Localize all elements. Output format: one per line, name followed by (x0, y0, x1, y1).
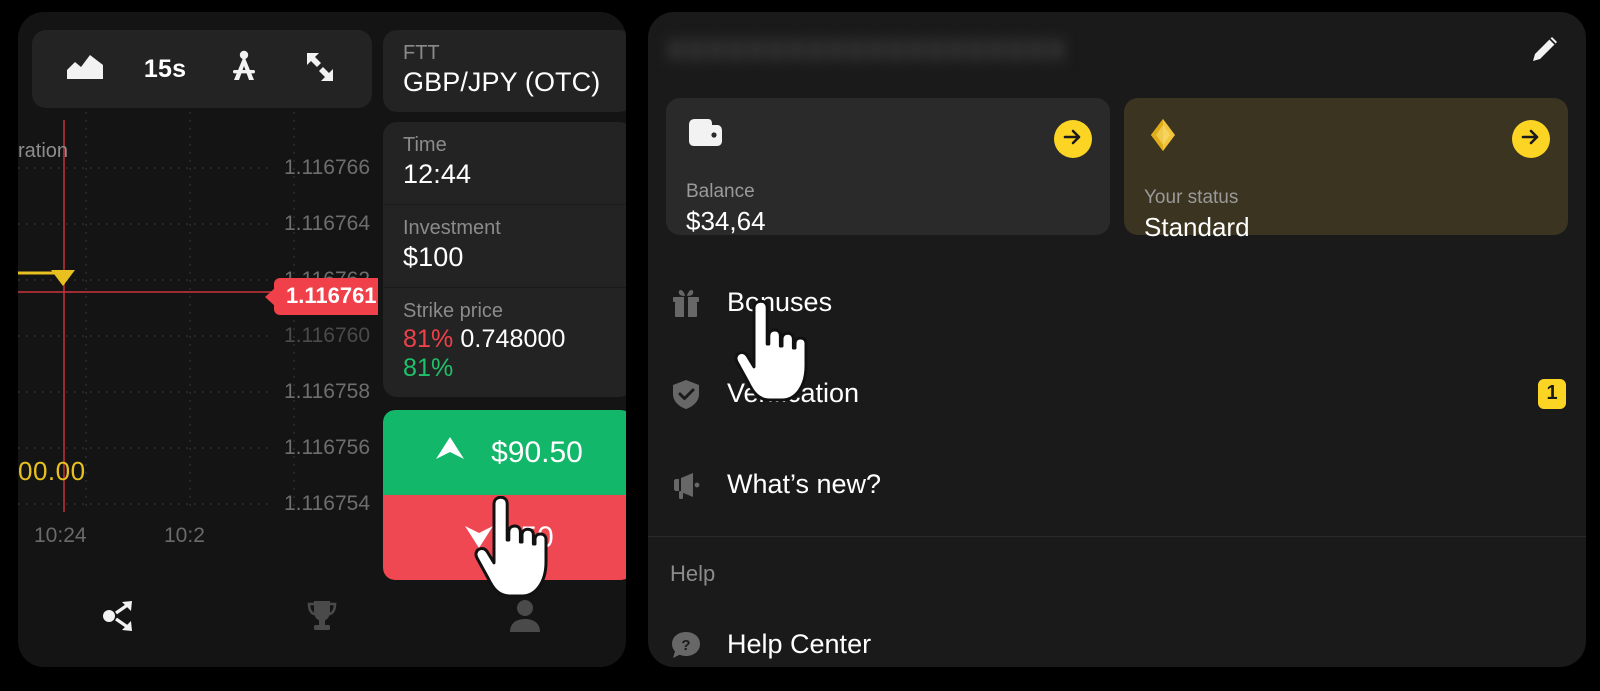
pencil-icon (1528, 34, 1560, 71)
status-card-arrow-button[interactable] (1512, 120, 1550, 158)
arrow-up-icon (433, 433, 467, 472)
position-amount-label: 00.00 (18, 456, 86, 486)
strike-price-key: Strike price (403, 300, 504, 322)
person-icon (504, 595, 546, 642)
question-bubble-icon: ? (670, 629, 712, 661)
menu-item-help-center[interactable]: ? Help Center (648, 599, 1586, 667)
chart-toolbar: 15s (32, 30, 372, 108)
share-nodes-icon (98, 595, 140, 642)
y-axis-tick: 1.116766 (283, 156, 370, 179)
menu-item-bonuses[interactable]: Bonuses (648, 257, 1586, 348)
verification-badge: 1 (1538, 378, 1566, 409)
trophy-icon (301, 595, 343, 642)
edit-profile-button[interactable] (1524, 32, 1564, 72)
help-section-title: Help (670, 561, 716, 586)
summary-cards: Balance $34,64 (648, 98, 1586, 242)
sell-down-amount: 50 (520, 520, 554, 554)
trading-panel: 15s (18, 12, 626, 667)
y-axis-tick: 1.116758 (283, 380, 370, 403)
bottom-navigation (18, 583, 626, 653)
profile-nav-button[interactable] (423, 595, 626, 642)
buy-up-amount: $90.50 (491, 435, 583, 469)
time-key: Time (403, 134, 447, 156)
balance-value: $34,64 (686, 206, 766, 236)
drawing-tools-button[interactable] (226, 49, 262, 90)
tournaments-nav-button[interactable] (221, 595, 424, 642)
status-value: Standard (1144, 212, 1250, 242)
profile-menu-list: Bonuses Verification 1 (648, 257, 1586, 667)
menu-item-whats-new[interactable]: What’s new? (648, 439, 1586, 530)
x-axis-tick: 10:2 (164, 524, 205, 547)
shield-check-icon (670, 378, 712, 410)
trade-details-card: Time 12:44 Investment $100 Strike price … (383, 122, 626, 397)
balance-label: Balance (686, 181, 755, 202)
status-label: Your status (1144, 187, 1239, 208)
arrow-down-icon (462, 518, 496, 557)
strike-price-row[interactable]: Strike price 81% 0.748000 81% (383, 288, 626, 397)
menu-label-whats-new: What’s new? (727, 469, 882, 499)
chart-type-button[interactable] (66, 53, 104, 86)
profile-menu-panel: XXXXXXXXXXXXXXXXXXXX (648, 12, 1586, 667)
asset-card[interactable]: FTT GBP/JPY (OTC) (383, 30, 626, 112)
investment-key: Investment (403, 217, 501, 239)
y-axis-tick: 1.116756 (283, 436, 370, 459)
current-price-pill: 1.116761 (274, 278, 378, 315)
expand-arrows-icon (302, 49, 338, 90)
trade-info-column: FTT GBP/JPY (OTC) Time 12:44 Investment … (383, 30, 626, 397)
trade-nav-button[interactable] (18, 595, 221, 642)
area-chart-icon (66, 53, 104, 86)
investment-value: $100 (403, 242, 464, 272)
status-card[interactable]: Your status Standard (1124, 98, 1568, 242)
balance-card-arrow-button[interactable] (1054, 120, 1092, 158)
menu-label-help-center: Help Center (727, 629, 872, 659)
buy-up-button[interactable]: $90.50 (383, 410, 626, 495)
y-axis-tick-hidden: 1.116760 (283, 324, 370, 347)
arrow-right-circle-icon (1519, 125, 1543, 154)
menu-divider (648, 536, 1586, 537)
strike-pct-left: 81% (403, 325, 454, 353)
x-axis-tick: 10:24 (34, 524, 87, 547)
gift-icon (670, 287, 712, 319)
username-label: XXXXXXXXXXXXXXXXXXXX (666, 34, 1067, 67)
profile-header: XXXXXXXXXXXXXXXXXXXX (648, 12, 1586, 90)
chart-grid (18, 112, 378, 512)
asset-row[interactable]: FTT GBP/JPY (OTC) (383, 30, 626, 112)
expiration-label: ration (18, 140, 69, 162)
menu-item-verification[interactable]: Verification 1 (648, 348, 1586, 439)
strike-price-number: 0.748000 (460, 325, 566, 353)
wallet-icon (686, 119, 724, 152)
diamond-icon (1144, 119, 1182, 158)
investment-row[interactable]: Investment $100 (383, 205, 626, 288)
time-row[interactable]: Time 12:44 (383, 122, 626, 205)
price-chart[interactable]: ration 1.116766 1.116764 1.116762 1.1167… (18, 112, 378, 592)
fullscreen-button[interactable] (302, 49, 338, 90)
compass-icon (226, 49, 262, 90)
megaphone-icon (670, 469, 712, 501)
strike-price-value: 81% 0.748000 81% (403, 325, 613, 383)
sell-down-button[interactable]: 50 (383, 495, 626, 580)
menu-label-bonuses: Bonuses (727, 287, 833, 317)
strike-pct-right: 81% (403, 354, 454, 382)
time-value: 12:44 (403, 159, 472, 189)
y-axis-tick: 1.116754 (283, 492, 370, 515)
asset-key: FTT (403, 42, 440, 64)
asset-value: GBP/JPY (OTC) (403, 67, 601, 97)
timeframe-button[interactable]: 15s (144, 55, 186, 84)
y-axis-tick: 1.116764 (283, 212, 370, 235)
arrow-right-circle-icon (1061, 125, 1085, 154)
trade-buttons: $90.50 50 (383, 410, 626, 580)
menu-label-verification: Verification (727, 378, 860, 408)
timeframe-label: 15s (143, 54, 187, 83)
balance-card[interactable]: Balance $34,64 (666, 98, 1110, 236)
svg-text:?: ? (681, 637, 690, 654)
